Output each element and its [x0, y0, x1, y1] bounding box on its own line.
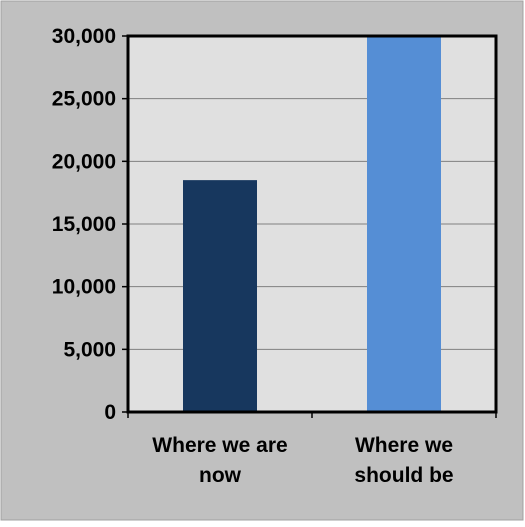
- y-tick-label: 30,000: [52, 25, 116, 48]
- x-tick-label-line: Where we: [355, 434, 453, 457]
- y-tick-label: 25,000: [52, 88, 116, 111]
- y-tick-label: 0: [104, 401, 116, 424]
- axes: [122, 35, 497, 418]
- x-tick-labels: Where we are now Where we should be: [152, 434, 453, 487]
- x-tick-label-line: should be: [354, 464, 453, 487]
- bars: [183, 36, 441, 412]
- bar: [367, 36, 441, 412]
- bar: [183, 180, 257, 412]
- y-tick-label: 10,000: [52, 276, 116, 299]
- x-tick-label-line: now: [199, 464, 242, 487]
- x-tick-label: Where we should be: [354, 434, 453, 487]
- x-tick-label-line: Where we are: [152, 434, 287, 457]
- y-tick-labels: 0 5,000 10,000 15,000 20,000 25,000 30,000: [52, 25, 116, 424]
- y-tick-label: 20,000: [52, 150, 116, 173]
- y-tick-label: 15,000: [52, 213, 116, 236]
- y-tick-label: 5,000: [63, 338, 116, 361]
- x-tick-label: Where we are now: [152, 434, 287, 487]
